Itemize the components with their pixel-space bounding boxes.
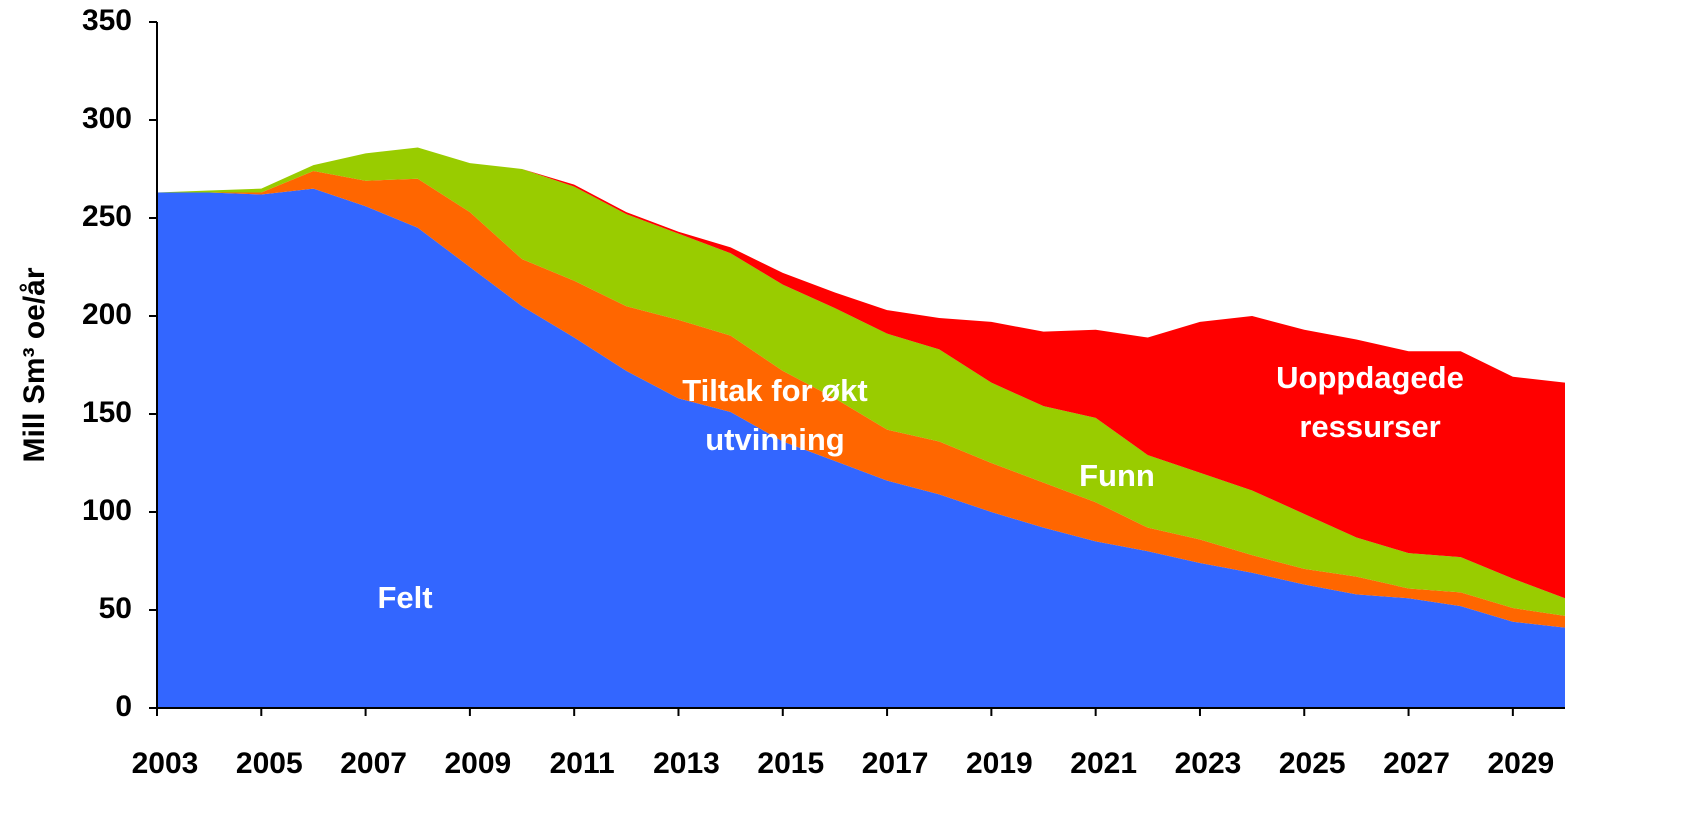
y-tick-label: 150 bbox=[82, 396, 132, 429]
x-tick-label: 2015 bbox=[757, 747, 824, 780]
x-tick-label: 2017 bbox=[862, 747, 929, 780]
x-tick-label: 2011 bbox=[550, 747, 615, 780]
area bbox=[157, 147, 1565, 616]
area bbox=[157, 170, 1565, 628]
x-tick-label: 2003 bbox=[132, 747, 199, 780]
x-tick-label: 2013 bbox=[653, 747, 720, 780]
area bbox=[157, 147, 1565, 599]
area-label: Funn bbox=[1079, 458, 1155, 493]
x-tick-label: 2029 bbox=[1487, 747, 1554, 780]
x-tick-label: 2025 bbox=[1279, 747, 1346, 780]
area-label: Uoppdagede bbox=[1276, 360, 1464, 395]
x-tick-label: 2005 bbox=[236, 747, 303, 780]
area-label: ressurser bbox=[1299, 409, 1440, 444]
y-axis-label: Mill Sm³ oe/år bbox=[18, 267, 51, 462]
area-label: Tiltak for økt bbox=[682, 373, 867, 408]
x-tick-label: 2023 bbox=[1175, 747, 1242, 780]
y-tick-label: 0 bbox=[115, 690, 132, 723]
x-tick-label: 2007 bbox=[340, 747, 407, 780]
y-tick-label: 100 bbox=[82, 494, 132, 527]
y-tick-label: 250 bbox=[82, 200, 132, 233]
y-tick-label: 200 bbox=[82, 298, 132, 331]
area-label: Felt bbox=[377, 580, 432, 615]
area bbox=[157, 188, 1565, 709]
y-tick-label: 350 bbox=[82, 4, 132, 37]
x-tick-label: 2021 bbox=[1070, 747, 1137, 780]
x-tick-label: 2009 bbox=[445, 747, 512, 780]
y-tick-label: 50 bbox=[99, 592, 132, 625]
y-tick-label: 300 bbox=[82, 102, 132, 135]
areas bbox=[157, 147, 1565, 709]
x-tick-label: 2019 bbox=[966, 747, 1033, 780]
x-tick-label: 2027 bbox=[1383, 747, 1450, 780]
area-label: utvinning bbox=[705, 422, 844, 457]
